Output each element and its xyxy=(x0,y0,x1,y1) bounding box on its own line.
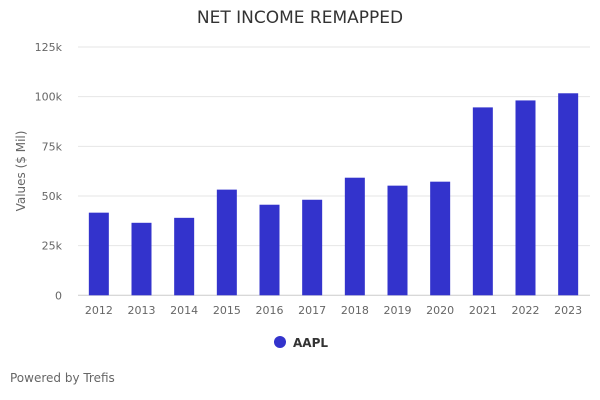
legend-marker xyxy=(274,336,286,348)
bar-2015[interactable] xyxy=(216,189,237,296)
x-tick-label: 2017 xyxy=(298,304,326,317)
bar-2020[interactable] xyxy=(430,181,451,296)
x-tick-label: 2018 xyxy=(341,304,369,317)
bar-2021[interactable] xyxy=(472,107,493,296)
x-tick-label: 2019 xyxy=(384,304,412,317)
x-tick-label: 2012 xyxy=(85,304,113,317)
bar-2016[interactable] xyxy=(259,204,280,296)
legend-label: AAPL xyxy=(293,336,328,350)
x-tick-label: 2015 xyxy=(213,304,241,317)
x-tick-label: 2014 xyxy=(170,304,198,317)
x-tick-label: 2016 xyxy=(256,304,284,317)
bar-2017[interactable] xyxy=(302,199,323,296)
y-tick-label: 100k xyxy=(35,91,63,104)
bar-2014[interactable] xyxy=(174,217,195,296)
x-tick-label: 2020 xyxy=(426,304,454,317)
y-tick-label: 75k xyxy=(42,140,63,153)
powered-by-credit: Powered by Trefis xyxy=(10,371,115,385)
chart-title: NET INCOME REMAPPED xyxy=(196,8,404,28)
y-axis-label: Values ($ Mil) xyxy=(14,131,28,212)
x-tick-label: 2021 xyxy=(469,304,497,317)
bar-2013[interactable] xyxy=(131,222,152,296)
x-tick-label: 2023 xyxy=(554,304,582,317)
x-tick-label: 2013 xyxy=(128,304,156,317)
bar-2022[interactable] xyxy=(515,100,536,296)
y-tick-label: 0 xyxy=(55,289,62,302)
bar-2019[interactable] xyxy=(387,185,408,296)
bar-2018[interactable] xyxy=(344,177,365,296)
x-tick-label: 2022 xyxy=(512,304,540,317)
y-tick-label: 25k xyxy=(42,240,63,253)
legend[interactable]: AAPL xyxy=(274,336,328,350)
y-tick-label: 125k xyxy=(35,41,63,54)
bar-2012[interactable] xyxy=(88,212,109,296)
y-tick-label: 50k xyxy=(42,190,63,203)
bar-2023[interactable] xyxy=(558,93,579,296)
